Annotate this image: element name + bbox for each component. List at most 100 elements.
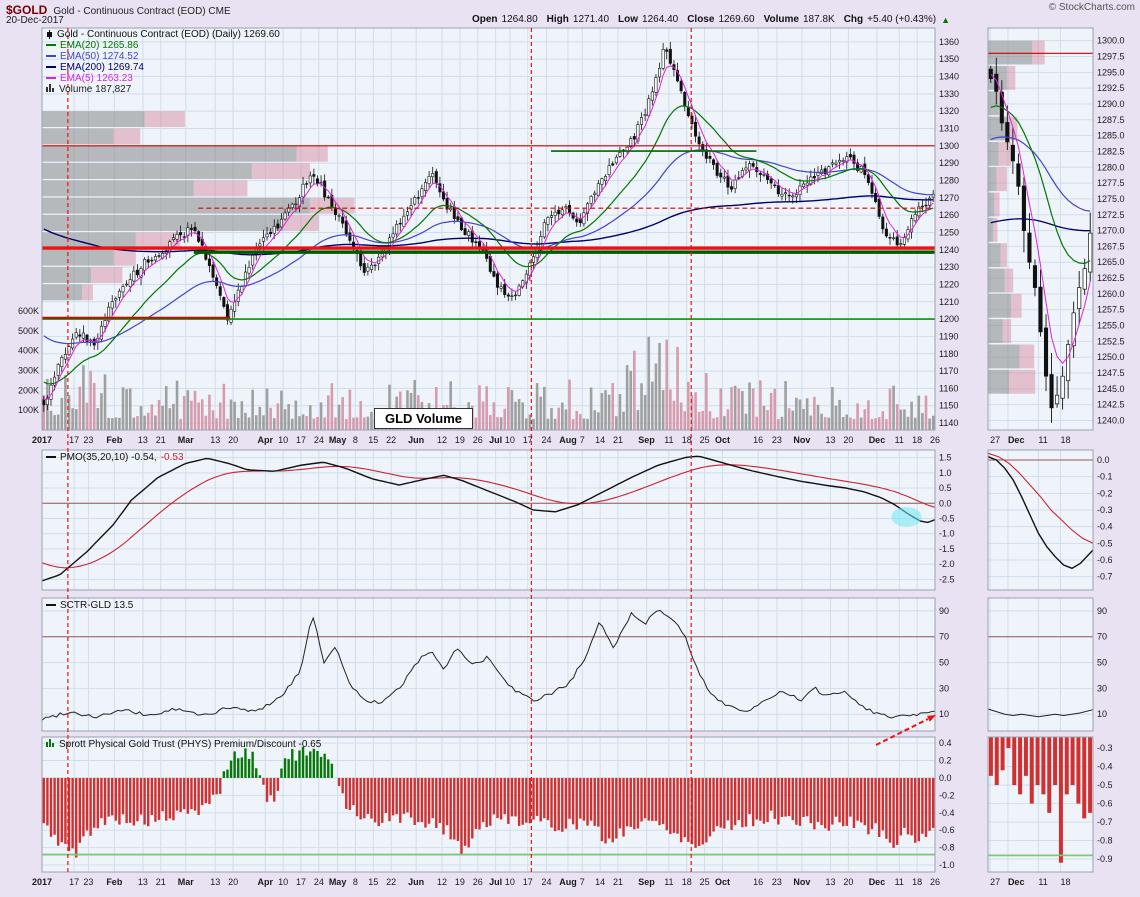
svg-text:1270: 1270 <box>939 193 959 203</box>
svg-text:Sep: Sep <box>638 435 655 445</box>
svg-text:0.0: 0.0 <box>1097 455 1110 465</box>
high-value: 1271.40 <box>572 14 610 25</box>
svg-text:1.0: 1.0 <box>939 468 952 478</box>
svg-text:-0.5: -0.5 <box>1097 780 1113 790</box>
change-label: Chg <box>843 14 864 25</box>
ema50-swatch-icon <box>46 55 56 58</box>
high-label: High <box>546 14 569 25</box>
svg-text:22: 22 <box>386 877 396 887</box>
svg-text:-0.6: -0.6 <box>1097 799 1113 809</box>
svg-text:26: 26 <box>473 877 483 887</box>
svg-text:17: 17 <box>523 877 533 887</box>
pane-backgrounds <box>42 28 1093 872</box>
svg-text:400K: 400K <box>18 346 39 356</box>
svg-text:1360: 1360 <box>939 37 959 47</box>
svg-text:18: 18 <box>912 435 922 445</box>
svg-text:Aug: Aug <box>559 435 577 445</box>
svg-text:1.5: 1.5 <box>939 453 952 463</box>
svg-text:12: 12 <box>437 435 447 445</box>
svg-text:18: 18 <box>1060 435 1070 445</box>
svg-text:-0.3: -0.3 <box>1097 505 1113 515</box>
svg-text:500K: 500K <box>18 326 39 336</box>
legend-price-row: Gold - Continuous Contract (EOD) (Daily)… <box>46 29 280 40</box>
overlay-lines <box>42 52 1093 320</box>
svg-text:1285.0: 1285.0 <box>1097 131 1125 141</box>
svg-text:1170: 1170 <box>939 366 958 376</box>
sctr-arrow-head <box>927 715 936 722</box>
svg-text:24: 24 <box>542 435 552 445</box>
svg-text:18: 18 <box>682 435 692 445</box>
svg-text:1340: 1340 <box>939 72 959 82</box>
svg-text:-0.3: -0.3 <box>1097 743 1113 753</box>
svg-text:1290: 1290 <box>939 158 959 168</box>
svg-text:21: 21 <box>156 877 166 887</box>
svg-text:1300.0: 1300.0 <box>1097 36 1125 46</box>
svg-text:24: 24 <box>314 877 324 887</box>
svg-text:1300: 1300 <box>939 141 959 151</box>
svg-text:13: 13 <box>210 877 220 887</box>
svg-text:-0.8: -0.8 <box>1097 836 1113 846</box>
svg-text:-0.5: -0.5 <box>939 513 955 523</box>
svg-text:1220: 1220 <box>939 279 959 289</box>
svg-text:1270.0: 1270.0 <box>1097 226 1125 236</box>
svg-text:1150: 1150 <box>939 401 958 411</box>
svg-text:-2.0: -2.0 <box>939 559 955 569</box>
low-label: Low <box>618 14 639 25</box>
svg-text:-0.4: -0.4 <box>939 808 955 818</box>
svg-text:13: 13 <box>210 435 220 445</box>
svg-text:8: 8 <box>353 877 358 887</box>
svg-text:50: 50 <box>1097 658 1107 668</box>
svg-text:1255.0: 1255.0 <box>1097 321 1125 331</box>
sctr-legend: SCTR-GLD 13.5 <box>46 600 133 611</box>
svg-text:13: 13 <box>138 877 148 887</box>
pmo-legend-row: PMO(35,20,10) -0.54, -0.53 <box>46 452 184 463</box>
svg-text:20: 20 <box>228 435 238 445</box>
change-value: +5.40 (+0.43%) <box>867 14 937 25</box>
svg-text:Dec: Dec <box>1008 435 1025 445</box>
legend-ema50-row: EMA(50) 1274.52 <box>46 51 280 62</box>
legend-ema50-label: EMA(50) 1274.52 <box>60 51 139 62</box>
svg-text:22: 22 <box>386 435 396 445</box>
svg-text:21: 21 <box>156 435 166 445</box>
svg-text:26: 26 <box>930 877 940 887</box>
svg-text:Mar: Mar <box>178 877 195 887</box>
price-legend: Gold - Continuous Contract (EOD) (Daily)… <box>46 29 280 95</box>
svg-text:-0.6: -0.6 <box>939 825 955 835</box>
svg-text:18: 18 <box>1060 877 1070 887</box>
svg-text:18: 18 <box>912 877 922 887</box>
svg-text:1295.0: 1295.0 <box>1097 67 1125 77</box>
svg-text:1250.0: 1250.0 <box>1097 352 1125 362</box>
svg-text:0.4: 0.4 <box>939 738 952 748</box>
legend-ema5-label: EMA(5) 1263.23 <box>60 73 133 84</box>
svg-text:1330: 1330 <box>939 89 959 99</box>
stockcharts-credit: © StockCharts.com <box>1048 2 1135 13</box>
svg-text:-0.2: -0.2 <box>1097 488 1113 498</box>
svg-text:20: 20 <box>843 435 853 445</box>
svg-text:1260.0: 1260.0 <box>1097 289 1125 299</box>
svg-text:Dec: Dec <box>869 877 886 887</box>
svg-text:Feb: Feb <box>106 877 123 887</box>
svg-text:13: 13 <box>138 435 148 445</box>
svg-text:1292.5: 1292.5 <box>1097 83 1125 93</box>
legend-ema20-row: EMA(20) 1265.86 <box>46 40 280 51</box>
svg-text:25: 25 <box>700 435 710 445</box>
svg-text:-0.8: -0.8 <box>939 843 955 853</box>
sctr-legend-row: SCTR-GLD 13.5 <box>46 600 133 611</box>
legend-price-label: Gold - Continuous Contract (EOD) (Daily)… <box>57 29 280 40</box>
svg-text:16: 16 <box>753 877 763 887</box>
svg-text:13: 13 <box>826 877 836 887</box>
svg-text:1160: 1160 <box>939 383 958 393</box>
chart-header: $GOLD Gold - Continuous Contract (EOD) CM… <box>6 1 231 19</box>
svg-text:90: 90 <box>939 606 949 616</box>
svg-text:17: 17 <box>69 877 79 887</box>
svg-text:200K: 200K <box>18 385 39 395</box>
annotations <box>875 506 936 746</box>
close-value: 1269.60 <box>718 14 755 25</box>
legend-ema20-label: EMA(20) 1265.86 <box>60 40 139 51</box>
svg-text:-0.7: -0.7 <box>1097 572 1113 582</box>
sctr-label: SCTR-GLD 13.5 <box>60 600 134 611</box>
pmo-signal-value: -0.53 <box>160 452 184 463</box>
svg-text:17: 17 <box>69 435 79 445</box>
